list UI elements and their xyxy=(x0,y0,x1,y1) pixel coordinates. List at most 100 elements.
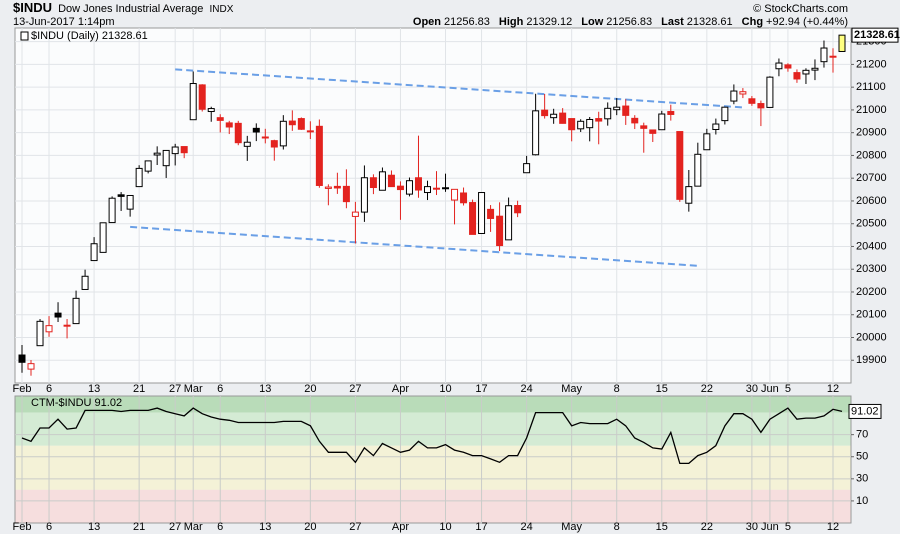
x-tick-label: 6 xyxy=(46,521,52,533)
x-tick-label: Apr xyxy=(392,383,409,395)
candle-body xyxy=(99,222,107,253)
candle-body xyxy=(505,205,513,241)
candle-body xyxy=(207,108,215,113)
title: $INDU Dow Jones Industrial Average INDX xyxy=(13,0,234,15)
y-tick-label: 21000 xyxy=(856,104,887,116)
x-tick-label: 6 xyxy=(217,521,223,533)
y-tick-label: 20900 xyxy=(856,127,887,139)
x-tick-label: 8 xyxy=(614,521,620,533)
candle-body xyxy=(460,192,468,204)
candle-body xyxy=(640,125,648,129)
candle-body xyxy=(739,91,747,95)
legend-icon xyxy=(20,31,29,41)
candle-body xyxy=(550,113,558,119)
x-tick-label: Apr xyxy=(392,521,409,533)
y-tick-label: 70 xyxy=(856,429,868,441)
indicator-line xyxy=(21,407,843,465)
candle-body xyxy=(559,112,567,124)
x-tick-label: Jun xyxy=(761,521,779,533)
y-tick-label: 20400 xyxy=(856,240,887,252)
candle-body xyxy=(703,133,711,151)
candle-body xyxy=(27,363,35,370)
candle-body xyxy=(721,106,729,122)
candle-body xyxy=(387,174,395,188)
candle-body xyxy=(423,186,431,194)
candle-body xyxy=(279,120,287,147)
candle-body xyxy=(784,64,792,69)
x-tick-label: 8 xyxy=(614,383,620,395)
candle-body xyxy=(333,185,341,189)
quote-label: Last xyxy=(661,16,684,28)
candle-body xyxy=(81,275,89,290)
x-tick-label: 21 xyxy=(133,521,145,533)
x-tick-label: 24 xyxy=(520,521,532,533)
candle-body xyxy=(45,325,53,333)
candle-body xyxy=(198,84,206,110)
candle-body xyxy=(234,122,242,144)
y-tick-label: 20800 xyxy=(856,149,887,161)
candle-body xyxy=(243,141,251,147)
candle-body xyxy=(712,123,720,130)
candle-body xyxy=(216,117,224,121)
y-tick-label: 20000 xyxy=(856,331,887,343)
candle-body xyxy=(351,211,359,217)
candle-body xyxy=(72,297,80,325)
exchange: INDX xyxy=(209,4,233,15)
x-tick-label: 5 xyxy=(785,383,791,395)
x-tick-label: 30 xyxy=(746,521,758,533)
x-tick-label: 6 xyxy=(217,383,223,395)
x-tick-label: 30 xyxy=(746,383,758,395)
y-tick-label: 20300 xyxy=(856,263,887,275)
candle-body xyxy=(820,47,828,63)
candle-body xyxy=(189,83,197,121)
candle-body xyxy=(775,62,783,70)
quote-value: 21328.61 xyxy=(687,16,733,28)
quote-label: Chg xyxy=(742,16,763,28)
candle-body xyxy=(162,149,170,167)
candle-body xyxy=(153,152,161,156)
candle-body xyxy=(523,163,531,174)
x-tick-label: 15 xyxy=(656,521,668,533)
x-tick-label: 10 xyxy=(439,383,451,395)
zone-band xyxy=(15,396,851,413)
quote-value: +92.94 (+0.44%) xyxy=(766,16,848,28)
x-tick-label: Jun xyxy=(761,383,779,395)
candle-body xyxy=(622,105,630,116)
candle-body xyxy=(730,90,738,102)
last-value-box xyxy=(848,403,882,419)
candle-body xyxy=(793,72,801,80)
candle-body xyxy=(667,111,675,115)
candle-body xyxy=(577,120,585,130)
candle-body xyxy=(342,185,350,203)
candle-body xyxy=(685,186,693,204)
candle-body xyxy=(613,106,621,111)
quote-value: 21329.12 xyxy=(526,16,572,28)
x-tick-label: 17 xyxy=(475,383,487,395)
candle-body xyxy=(595,118,603,122)
candle-body xyxy=(586,118,594,129)
security-name: Dow Jones Industrial Average xyxy=(58,3,203,15)
candle-body xyxy=(117,194,125,197)
indicator-panel xyxy=(14,395,852,524)
candle-body xyxy=(433,187,441,190)
candle-body xyxy=(369,177,377,189)
candle-body xyxy=(108,197,116,224)
y-tick-label: 20600 xyxy=(856,195,887,207)
y-tick-label: 30 xyxy=(856,473,868,485)
candle-body xyxy=(568,118,576,131)
x-tick-label: 27 xyxy=(349,521,361,533)
x-tick-label: 27 xyxy=(169,383,181,395)
candle-body xyxy=(694,153,702,187)
candle-body xyxy=(144,160,152,172)
candle-body xyxy=(414,177,422,191)
symbol: $INDU xyxy=(13,0,52,15)
y-tick-label: 20700 xyxy=(856,172,887,184)
candle-body xyxy=(451,188,459,201)
candle-body xyxy=(802,69,810,75)
zone-band xyxy=(15,412,851,446)
y-tick-label: 20500 xyxy=(856,218,887,230)
candle-body xyxy=(469,202,477,235)
candle-body xyxy=(631,117,639,124)
